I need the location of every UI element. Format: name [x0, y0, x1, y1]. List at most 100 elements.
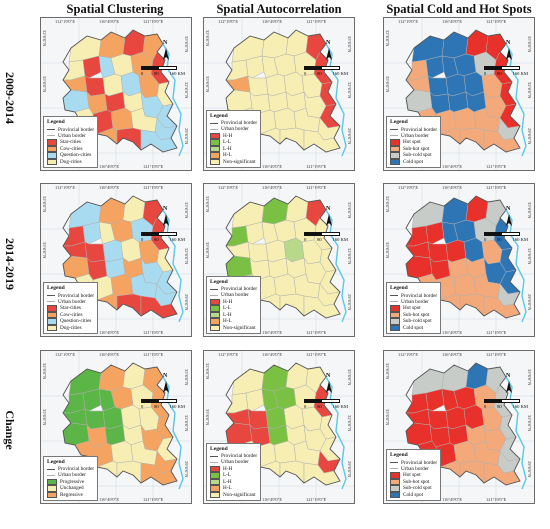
- latitude-label: 32°0'0"N: [205, 196, 210, 213]
- scale-tick-label: 160 KM: [169, 237, 185, 242]
- legend-label: Urban border: [221, 292, 249, 299]
- map-panel-autocorr-2014-2019: 112°19'0"E116°49'0"E121°19'0"E112°19'0"E…: [203, 183, 355, 337]
- legend-item: Urban border: [210, 459, 257, 465]
- legend-swatch: [390, 145, 400, 152]
- latitude-label: 32°0'0"N: [184, 82, 189, 99]
- legend-swatch: [390, 472, 400, 479]
- legend-item: L-L: [210, 305, 257, 312]
- legend-label: H-L: [223, 485, 232, 492]
- map-panel-autocorr-change: 112°19'0"E116°49'0"E121°19'0"E112°19'0"E…: [203, 350, 355, 504]
- legend-item: Sub-cold spot: [390, 152, 437, 159]
- latitude-label: 32°0'0"N: [385, 363, 390, 380]
- legend-item: Unchanged: [47, 485, 94, 492]
- longitude-label: 121°19'0"E: [306, 185, 327, 190]
- longitude-label: 121°19'0"E: [486, 164, 507, 169]
- latitude-label: 32°0'0"N: [205, 363, 210, 380]
- scale-tick-label: 160 KM: [332, 404, 348, 409]
- legend-label: Question-cities: [60, 152, 92, 159]
- urban-region: [225, 89, 253, 113]
- latitude-label: 35°0'0"N: [184, 36, 189, 53]
- longitude-label: 116°49'0"E: [262, 352, 283, 357]
- legend-label: Dog-cities: [60, 158, 82, 165]
- map-panel-hotspot-2014-2019: 112°19'0"E116°49'0"E121°19'0"E112°19'0"E…: [383, 183, 535, 337]
- legend-item: Non-significant: [210, 324, 257, 331]
- legend-label: L-H: [223, 145, 232, 152]
- legend-label: Provincial border: [401, 459, 438, 466]
- map-panel-hotspot-change: 112°19'0"E116°49'0"E121°19'0"E112°19'0"E…: [383, 350, 535, 504]
- urban-border-swatch: [47, 301, 55, 303]
- legend-swatch: [210, 132, 220, 139]
- longitude-label: 112°19'0"E: [218, 19, 239, 24]
- legend-item: Urban border: [47, 299, 94, 305]
- legend-swatch: [390, 491, 400, 498]
- legend-label: H-H: [223, 298, 233, 305]
- legend-item: H-H: [210, 132, 257, 139]
- legend-swatch: [210, 318, 220, 325]
- north-label: N: [506, 373, 511, 379]
- latitude-label: 29°0'0"N: [347, 294, 352, 311]
- column-title-cold-hot-spots: Spatial Cold and Hot Spots: [386, 2, 532, 16]
- column-title-spatial-autocorrelation: Spatial Autocorrelation: [216, 2, 342, 16]
- scale-tick-label: 80: [154, 404, 159, 409]
- longitude-label: 116°49'0"E: [99, 352, 120, 357]
- longitude-label: 121°19'0"E: [306, 330, 327, 335]
- latitude-label: 35°0'0"N: [42, 242, 47, 259]
- longitude-label: 116°49'0"E: [99, 330, 120, 335]
- longitude-label: 116°49'0"E: [262, 164, 283, 169]
- latitude-label: 35°0'0"N: [205, 242, 210, 259]
- legend-swatch: [47, 311, 57, 318]
- longitude-label: 116°49'0"E: [262, 185, 283, 190]
- urban-region: [425, 388, 445, 412]
- longitude-label: 116°49'0"E: [442, 352, 463, 357]
- legend-swatch: [47, 318, 57, 325]
- urban-region: [62, 89, 90, 113]
- legend-swatch: [390, 158, 400, 165]
- north-arrow-icon: N: [320, 206, 338, 230]
- urban-region: [225, 255, 253, 279]
- scale-bar: 0 80 160 KM: [304, 399, 348, 409]
- provincial-border-swatch: [210, 455, 218, 457]
- scale-tick-label: 80: [497, 237, 502, 242]
- legend-swatch: [47, 139, 57, 146]
- latitude-label: 32°0'0"N: [527, 248, 532, 265]
- longitude-label: 121°19'0"E: [306, 19, 327, 24]
- legend-swatch: [47, 152, 57, 159]
- urban-region: [110, 273, 134, 297]
- scale-tick-label: 0: [304, 237, 307, 242]
- legend-item: Provincial border: [210, 453, 257, 459]
- longitude-label: 121°19'0"E: [306, 352, 327, 357]
- latitude-label: 29°0'0"N: [184, 294, 189, 311]
- north-label: N: [163, 206, 168, 212]
- legend-swatch: [47, 324, 57, 331]
- urban-region: [82, 221, 102, 245]
- latitude-label: 32°0'0"N: [42, 196, 47, 213]
- legend-swatch: [390, 318, 400, 325]
- scale-tick-label: 0: [484, 71, 487, 76]
- legend-swatch: [390, 324, 400, 331]
- latitude-label: 35°0'0"N: [42, 409, 47, 426]
- scale-bar: 0 80 160 KM: [484, 232, 528, 242]
- legend-item: Progressive: [47, 478, 94, 485]
- legend-title: Legend: [390, 285, 408, 292]
- provincial-border-swatch: [210, 288, 218, 290]
- scale-tick-label: 80: [497, 404, 502, 409]
- north-label: N: [163, 40, 168, 46]
- legend-label: Star-cities: [60, 305, 81, 312]
- provincial-border: [405, 362, 521, 486]
- legend-item: Dog-cities: [47, 158, 94, 165]
- legend-item: Non-significant: [210, 491, 257, 498]
- longitude-label: 121°19'0"E: [143, 497, 164, 502]
- longitude-label: 121°19'0"E: [486, 330, 507, 335]
- legend-label: Urban border: [401, 465, 429, 472]
- north-label: N: [326, 206, 331, 212]
- urban-border-swatch: [390, 135, 398, 137]
- legend-swatch: [47, 485, 57, 492]
- urban-border-swatch: [210, 461, 218, 463]
- latitude-label: 32°0'0"N: [527, 415, 532, 432]
- north-arrow-icon: N: [157, 206, 175, 230]
- urban-border-swatch: [390, 301, 398, 303]
- legend-label: H-L: [223, 152, 232, 159]
- longitude-label: 112°19'0"E: [398, 185, 419, 190]
- legend-item: Provincial border: [210, 286, 257, 292]
- longitude-label: 112°19'0"E: [398, 352, 419, 357]
